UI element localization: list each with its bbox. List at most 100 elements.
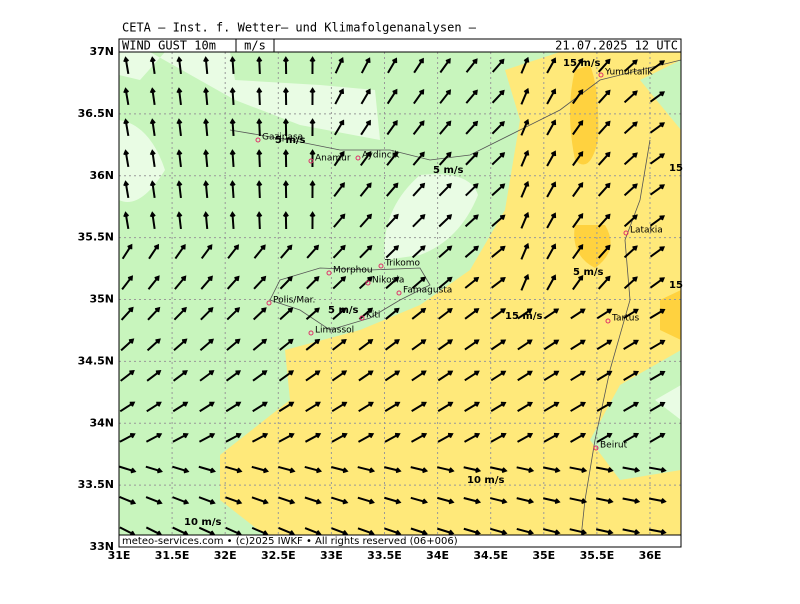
wind-arrow: [146, 338, 161, 352]
city-label: Anamur: [315, 154, 351, 164]
contour-label: 15: [669, 163, 683, 174]
wind-arrow: [411, 307, 427, 320]
wind-arrow: [172, 432, 189, 443]
wind-arrow: [465, 89, 478, 104]
wind-arrow: [309, 211, 316, 230]
header-title: CETA – Inst. f. Wetter– und Klimafolgena…: [122, 21, 477, 35]
wind-arrow: [572, 88, 584, 105]
wind-arrow: [596, 370, 613, 381]
wind-arrow: [517, 401, 533, 412]
lat-label: 35.5N: [78, 231, 114, 244]
wind-arrow: [649, 91, 666, 103]
wind-arrow: [358, 307, 374, 320]
contour-label: 15 m/s: [505, 311, 542, 322]
wind-arrow: [200, 275, 213, 290]
wind-arrow: [309, 118, 316, 137]
wind-arrow: [623, 370, 639, 381]
wind-arrow: [229, 149, 236, 168]
wind-arrows: [119, 56, 667, 537]
wind-arrow: [229, 87, 236, 106]
wind-arrow: [489, 497, 508, 505]
wind-arrow: [597, 58, 611, 73]
wind-arrow: [229, 211, 236, 230]
wind-arrow: [520, 149, 530, 167]
field-name: WIND_GUST_10m: [122, 39, 216, 53]
wind-arrow: [436, 466, 455, 474]
wind-arrow: [123, 87, 130, 106]
wind-arrow: [306, 244, 320, 259]
wind-arrow: [623, 401, 640, 412]
wind-arrow: [438, 308, 453, 320]
city-marker: [365, 280, 371, 286]
wind-arrow: [438, 245, 453, 259]
wind-arrow: [491, 214, 506, 227]
wind-arrow: [332, 276, 347, 290]
wind-arrow: [438, 182, 452, 197]
wind-arrow: [491, 89, 505, 104]
wind-arrow: [439, 57, 451, 74]
wind-arrow: [252, 307, 267, 321]
wind-arrow: [331, 401, 348, 413]
city-label: Kiti: [366, 311, 380, 321]
wind-arrow: [176, 180, 183, 199]
wind-arrow: [282, 180, 289, 199]
wind-arrow: [226, 275, 240, 290]
wind-arrow: [147, 306, 161, 321]
wind-arrow: [437, 370, 454, 382]
wind-arrow: [543, 401, 560, 412]
wind-arrow: [199, 338, 214, 351]
wind-arrow: [176, 149, 183, 168]
wind-arrow: [305, 370, 321, 382]
wind-arrow: [200, 307, 214, 321]
wind-arrow: [225, 465, 243, 474]
wind-arrow: [437, 432, 454, 443]
wind-arrow: [649, 432, 666, 443]
wind-arrow: [517, 339, 533, 351]
wind-arrow: [412, 151, 425, 166]
contour-label: 5 m/s: [275, 135, 306, 146]
wind-arrow: [384, 370, 401, 382]
wind-arrow: [203, 87, 209, 106]
wind-arrow: [172, 401, 189, 413]
city-marker: [255, 137, 261, 143]
city-label: Famagusta: [403, 286, 452, 296]
wind-arrow: [543, 432, 560, 443]
wind-arrow: [226, 338, 241, 351]
wind-arrow: [332, 244, 346, 259]
wind-arrow: [413, 57, 424, 74]
wind-arrow: [570, 401, 587, 412]
lat-label: 33.5N: [78, 478, 114, 491]
wind-arrow: [145, 432, 163, 443]
lat-label: 35N: [89, 293, 114, 306]
wind-arrow: [199, 370, 215, 382]
wind-arrow: [623, 90, 638, 104]
city-label: Trikomo: [384, 259, 421, 269]
lon-label: 35E: [532, 549, 555, 562]
wind-arrow: [623, 245, 638, 259]
wind-arrow: [119, 496, 137, 505]
field-min: [119, 52, 681, 420]
lat-label: 36N: [89, 169, 114, 182]
wind-arrow: [149, 56, 156, 75]
wind-arrow: [198, 432, 216, 443]
wind-arrow: [595, 466, 614, 473]
wind-arrow: [203, 56, 209, 75]
wind-arrow: [463, 527, 481, 536]
wind-arrow: [384, 496, 402, 505]
wind-arrow: [623, 183, 638, 197]
wind-arrow: [410, 466, 429, 474]
wind-arrow: [358, 401, 374, 413]
wind-arrow: [252, 370, 268, 382]
wind-arrow: [279, 307, 294, 321]
wind-arrow: [174, 275, 187, 290]
wind-arrow: [386, 119, 398, 136]
wind-arrow: [172, 496, 190, 505]
unit: m/s: [244, 39, 266, 53]
wind-arrow: [520, 273, 530, 291]
wind-arrow: [649, 184, 666, 196]
wind-arrow: [517, 308, 533, 320]
wind-arrow: [331, 496, 349, 505]
wind-arrow: [333, 150, 345, 167]
wind-arrow: [546, 119, 557, 136]
